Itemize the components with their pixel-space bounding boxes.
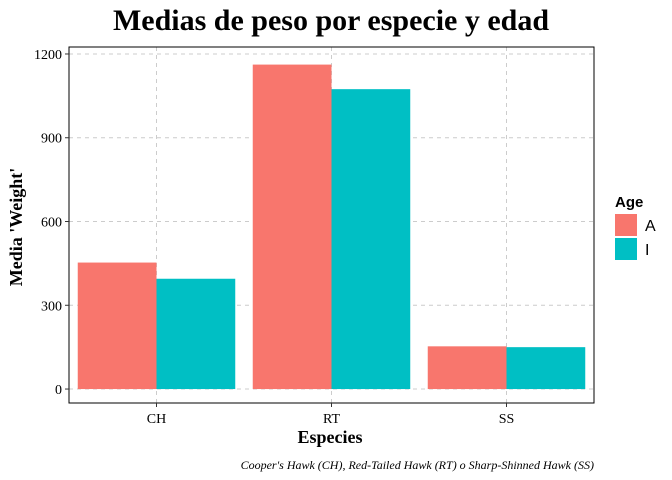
legend-key-i — [615, 238, 637, 260]
legend-key-a — [615, 214, 637, 236]
chart-caption: Cooper's Hawk (CH), Red-Tailed Hawk (RT)… — [241, 458, 594, 472]
bar-rt-a — [252, 64, 332, 390]
x-tick-label: RT — [323, 412, 340, 427]
legend-label-i: I — [645, 242, 649, 259]
y-tick-label: 300 — [41, 299, 62, 314]
y-axis-label: Media 'Weight' — [6, 168, 26, 287]
plot-area: 0 300 600 900 1200 CH RT SS — [34, 46, 595, 427]
chart-title: Medias de peso por especie y edad — [113, 4, 549, 37]
bar-rt-i — [331, 89, 411, 390]
bar-ch-i — [156, 278, 236, 390]
x-tick-label: CH — [147, 412, 166, 427]
x-tick-label: SS — [499, 412, 515, 427]
bar-ss-i — [506, 347, 586, 390]
y-tick-label: 1200 — [34, 48, 62, 63]
y-tick-label: 900 — [41, 132, 62, 147]
y-tick-label: 600 — [41, 216, 62, 231]
y-tick-label: 0 — [55, 383, 62, 398]
bar-ch-a — [77, 262, 157, 390]
legend-label-a: A — [645, 218, 656, 235]
legend: Age A I — [615, 194, 656, 260]
bar-ss-a — [427, 346, 507, 390]
legend-title: Age — [615, 194, 643, 211]
x-axis-label: Especies — [298, 427, 363, 447]
